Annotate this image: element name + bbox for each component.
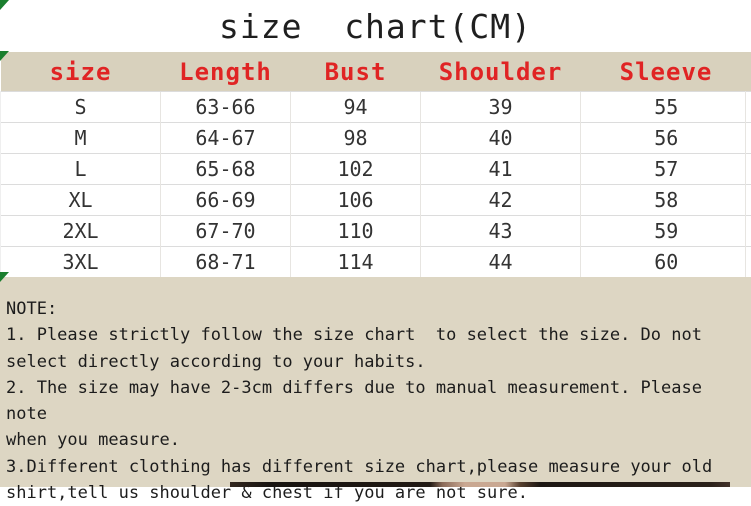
table-cell: M xyxy=(1,123,161,154)
title-band: size chart(CM) xyxy=(0,0,751,52)
table-cell: 57 xyxy=(581,154,751,185)
table-cell: 66-69 xyxy=(161,185,291,216)
table-cell: 2XL xyxy=(1,216,161,247)
table-cell: 63-66 xyxy=(161,92,291,123)
column-header-shoulder: Shoulder xyxy=(421,52,581,92)
page-title: size chart(CM) xyxy=(219,7,532,46)
column-header-sleeve: Sleeve xyxy=(581,52,751,92)
note-label: NOTE: xyxy=(6,296,747,322)
next-photo-sliver xyxy=(230,482,730,487)
table-cell: 114 xyxy=(291,247,421,278)
column-header-bust: Bust xyxy=(291,52,421,92)
table-cell: 58 xyxy=(581,185,751,216)
table-cell: 39 xyxy=(421,92,581,123)
table-cell: L xyxy=(1,154,161,185)
green-corner-marker-icon xyxy=(0,51,9,61)
note-line: 3.Different clothing has different size … xyxy=(6,454,747,480)
table-cell: 44 xyxy=(421,247,581,278)
table-cell: 67-70 xyxy=(161,216,291,247)
table-cell: 106 xyxy=(291,185,421,216)
table-cell: 55 xyxy=(581,92,751,123)
table-cell: XL xyxy=(1,185,161,216)
header-row: size Length Bust Shoulder Sleeve xyxy=(1,52,751,92)
note-lines: 1. Please strictly follow the size chart… xyxy=(6,322,747,506)
green-corner-marker-icon xyxy=(0,0,9,10)
column-header-size: size xyxy=(1,52,161,92)
table-cell: 68-71 xyxy=(161,247,291,278)
size-chart-page: size chart(CM) size Length Bust Shoulder… xyxy=(0,0,751,487)
column-header-length: Length xyxy=(161,52,291,92)
table-cell: 60 xyxy=(581,247,751,278)
table-cell: 40 xyxy=(421,123,581,154)
table-cell: 110 xyxy=(291,216,421,247)
table-right-edge-line xyxy=(745,91,746,277)
green-corner-marker-icon xyxy=(0,272,9,282)
note-section: NOTE: 1. Please strictly follow the size… xyxy=(0,277,751,487)
table-cell: 59 xyxy=(581,216,751,247)
table-cell: 42 xyxy=(421,185,581,216)
size-table-header: size Length Bust Shoulder Sleeve xyxy=(1,52,751,92)
table-cell: 64-67 xyxy=(161,123,291,154)
table-cell: 41 xyxy=(421,154,581,185)
note-line: 2. The size may have 2-3cm differs due t… xyxy=(6,375,747,428)
table-cell: 43 xyxy=(421,216,581,247)
note-line: select directly according to your habits… xyxy=(6,349,747,375)
table-cell: 102 xyxy=(291,154,421,185)
table-cell: 56 xyxy=(581,123,751,154)
table-cell: 94 xyxy=(291,92,421,123)
table-cell: 98 xyxy=(291,123,421,154)
note-line: when you measure. xyxy=(6,427,747,453)
table-cell: 65-68 xyxy=(161,154,291,185)
note-line: 1. Please strictly follow the size chart… xyxy=(6,322,747,348)
table-cell: S xyxy=(1,92,161,123)
table-cell: 3XL xyxy=(1,247,161,278)
